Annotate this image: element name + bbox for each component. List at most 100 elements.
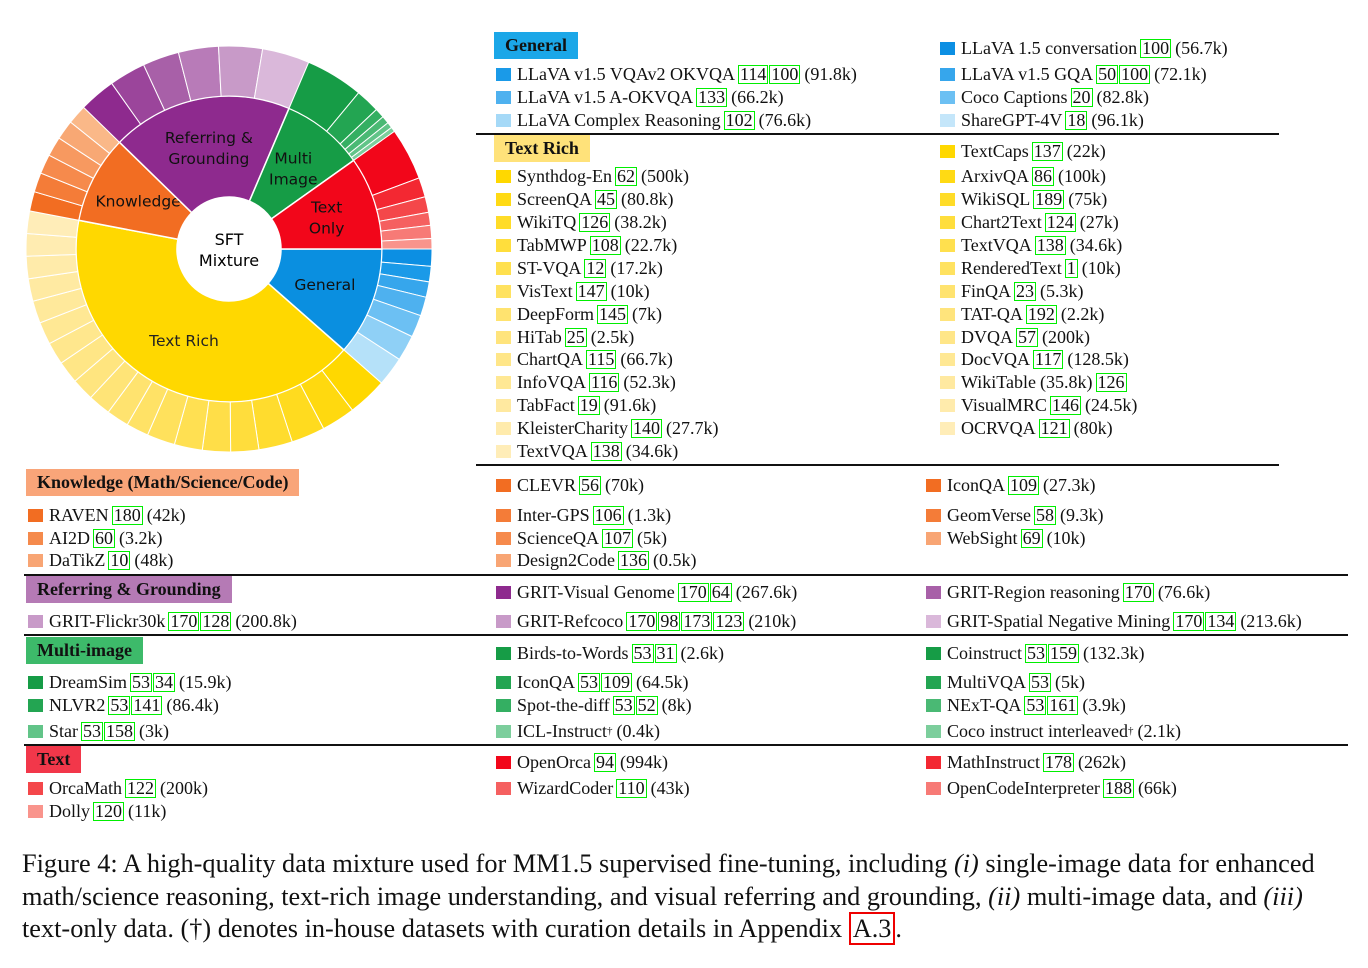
citation-link[interactable]: 19 <box>577 394 600 415</box>
citation-link[interactable]: 159 <box>1048 642 1079 663</box>
citation-link[interactable]: 57 <box>1016 326 1038 347</box>
citation-link[interactable]: 109 <box>1007 474 1039 495</box>
citation-link[interactable]: 147 <box>575 280 607 301</box>
citation-link[interactable]: 10 <box>108 549 131 570</box>
citation-link[interactable]: 23 <box>1014 280 1037 301</box>
citation-link[interactable]: 192 <box>1025 303 1057 324</box>
citation-link[interactable]: 145 <box>596 303 628 324</box>
citation-group: 57 <box>1016 326 1039 347</box>
citation-link[interactable]: 62 <box>615 165 638 186</box>
citation-link[interactable]: 122 <box>124 777 156 798</box>
citation-link[interactable]: 1 <box>1064 257 1078 278</box>
dataset-size: (10k) <box>1046 528 1086 548</box>
citation-link[interactable]: 115 <box>586 348 617 369</box>
citation-link[interactable]: 121 <box>1038 417 1070 438</box>
citation-link[interactable]: 53 <box>81 720 103 741</box>
citation-link[interactable]: 25 <box>564 326 587 347</box>
citation-link[interactable]: 20 <box>1070 86 1093 107</box>
citation-link[interactable]: 146 <box>1049 394 1081 415</box>
citation-link[interactable]: 58 <box>1033 504 1056 525</box>
citation-link[interactable]: 138 <box>590 440 622 461</box>
citation-link[interactable]: 140 <box>630 417 662 438</box>
citation-link[interactable]: 107 <box>601 527 633 548</box>
legend-swatch <box>940 352 955 366</box>
citation-link[interactable]: 100 <box>1119 63 1151 84</box>
legend-swatch <box>940 90 955 104</box>
citation-link[interactable]: 189 <box>1033 188 1065 209</box>
dataset-size: (17.2k) <box>610 258 663 278</box>
citation-link[interactable]: 100 <box>1140 37 1172 58</box>
caption-marker-ii: (ii) <box>988 881 1021 911</box>
citation-link[interactable]: 53 <box>1029 671 1052 692</box>
citation-link[interactable]: 106 <box>592 504 624 525</box>
dataset-size: (75k) <box>1068 189 1108 209</box>
citation-link[interactable]: 12 <box>584 257 607 278</box>
citation-link[interactable]: 100 <box>769 63 801 84</box>
citation-link[interactable]: 109 <box>600 671 632 692</box>
citation-link[interactable]: 34 <box>153 671 175 692</box>
citation-group: 145 <box>596 303 629 324</box>
citation-link[interactable]: 170 <box>1122 581 1154 602</box>
citation-link[interactable]: 124 <box>1044 211 1076 232</box>
citation-link[interactable]: 94 <box>593 751 616 772</box>
citation-link[interactable]: 170 <box>1173 610 1205 631</box>
citation-link[interactable]: 126 <box>1095 371 1127 392</box>
citation-link[interactable]: 53 <box>631 642 654 663</box>
citation-link[interactable]: 53 <box>130 671 152 692</box>
citation-link[interactable]: 102 <box>723 109 755 130</box>
citation-link[interactable]: 180 <box>111 504 143 525</box>
citation-link[interactable]: 53 <box>1024 694 1047 715</box>
dataset-name: DaTikZ <box>49 550 106 570</box>
citation-link[interactable]: 133 <box>696 86 728 107</box>
dataset-name: TextVQA <box>961 235 1032 255</box>
citation-link[interactable]: 170 <box>626 610 658 631</box>
citation-link[interactable]: 69 <box>1020 527 1043 548</box>
citation-link[interactable]: 31 <box>654 642 677 663</box>
citation-link[interactable]: 50 <box>1096 63 1119 84</box>
citation-link[interactable]: 136 <box>618 549 649 570</box>
citation-link[interactable]: 98 <box>658 610 681 631</box>
citation-link[interactable]: 188 <box>1102 777 1134 798</box>
citation-link[interactable]: 137 <box>1031 140 1063 161</box>
citation-link[interactable]: 120 <box>93 800 125 821</box>
citation-link[interactable]: 64 <box>709 581 732 602</box>
citation-link[interactable]: 178 <box>1042 751 1074 772</box>
citation-link[interactable]: 114 <box>738 63 769 84</box>
dataset-size: (200.8k) <box>235 611 297 631</box>
citation-link[interactable]: 141 <box>131 694 163 715</box>
legend-swatch <box>940 261 955 275</box>
citation-link[interactable]: 117 <box>1033 348 1064 369</box>
citation-link[interactable]: 86 <box>1032 165 1054 186</box>
dataset-name: LLaVA 1.5 conversation <box>961 38 1138 58</box>
citation-link[interactable]: 158 <box>104 720 135 741</box>
citation-link[interactable]: 53 <box>108 694 131 715</box>
citation-link[interactable]: 18 <box>1065 109 1088 130</box>
citation-link[interactable]: 126 <box>579 211 611 232</box>
citation-link[interactable]: 110 <box>616 777 647 798</box>
citation-link[interactable]: 128 <box>200 610 232 631</box>
citation-link[interactable]: 116 <box>589 371 620 392</box>
citation-link[interactable]: 134 <box>1205 610 1237 631</box>
citation-link[interactable]: 60 <box>93 527 115 548</box>
citation-link[interactable]: 138 <box>1034 234 1066 255</box>
legend-swatch <box>940 330 955 344</box>
legend-swatch <box>28 724 43 738</box>
citation-link[interactable]: 56 <box>579 474 602 495</box>
citation-link[interactable]: 45 <box>594 188 617 209</box>
section-header-referring: Referring & Grounding <box>26 576 232 603</box>
citation-link[interactable]: 52 <box>635 694 658 715</box>
citation-link[interactable]: 170 <box>677 581 709 602</box>
citation-link[interactable]: 53 <box>1025 642 1047 663</box>
citation-link[interactable]: 170 <box>168 610 200 631</box>
citation-link[interactable]: 53 <box>577 671 600 692</box>
citation-link[interactable]: 173 <box>681 610 713 631</box>
citation-link[interactable]: 108 <box>589 234 621 255</box>
appendix-link[interactable]: A.3 <box>848 912 896 945</box>
citation-link[interactable]: 123 <box>713 610 745 631</box>
citation-link[interactable]: 161 <box>1047 694 1079 715</box>
legend-item-mathinstruct: MathInstruct 178 (262k) <box>926 752 1126 772</box>
citation-link[interactable]: 53 <box>612 694 635 715</box>
dataset-size: (200k) <box>159 778 208 798</box>
caption-text: multi-image data, and <box>1020 881 1264 911</box>
